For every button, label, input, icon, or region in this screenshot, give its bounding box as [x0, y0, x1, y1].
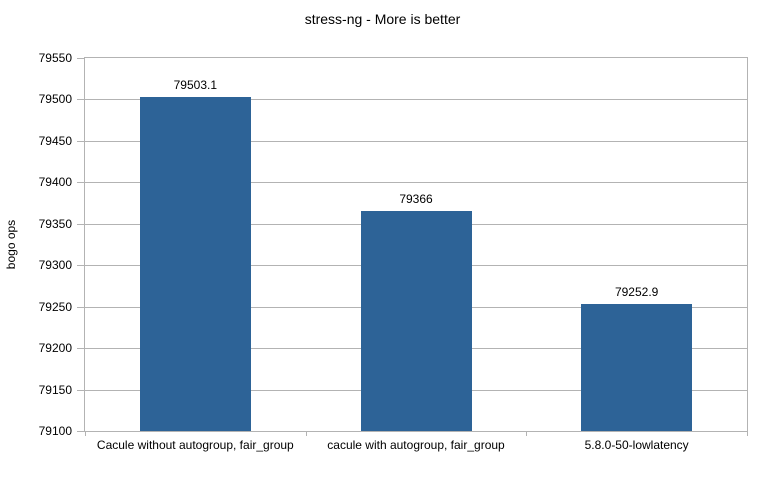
- y-tick-label: 79150: [38, 382, 72, 397]
- y-tick-label: 79100: [38, 424, 72, 438]
- category-label: Cacule without autogroup, fair_group: [96, 438, 294, 452]
- x-tick-mark: [747, 431, 748, 436]
- y-tick-label: 79500: [38, 92, 72, 107]
- y-tick-mark: [77, 265, 84, 267]
- y-tick-mark: [77, 58, 84, 59]
- y-tick-label: 79350: [38, 216, 72, 231]
- y-tick-mark: [77, 348, 84, 350]
- y-tick-label: 79450: [38, 133, 72, 148]
- bar: [360, 210, 472, 431]
- bar: [139, 96, 251, 431]
- y-tick-mark: [77, 182, 84, 184]
- y-tick-label: 79200: [38, 341, 72, 356]
- y-tick-label: 79250: [38, 299, 72, 314]
- category-label: 5.8.0-50-lowlatency: [584, 438, 689, 452]
- y-tick-mark: [77, 389, 84, 391]
- y-tick-label: 79550: [38, 51, 72, 65]
- x-tick-mark: [85, 431, 86, 436]
- bar-value-label: 79366: [399, 191, 433, 206]
- bar: [581, 304, 693, 431]
- category-label: cacule with autogroup, fair_group: [327, 438, 505, 452]
- y-tick-label: 79400: [38, 175, 72, 190]
- y-tick-mark: [77, 431, 84, 432]
- x-tick-mark: [526, 431, 528, 436]
- gridline: [85, 140, 747, 142]
- plot-area: 79503.1 79366 79252.9: [84, 57, 748, 432]
- chart-title: stress-ng - More is better: [304, 11, 461, 27]
- y-tick-mark: [77, 306, 84, 308]
- bar-value-label: 79503.1: [173, 77, 218, 92]
- gridline: [85, 99, 747, 101]
- y-tick-mark: [77, 99, 84, 101]
- gridline: [85, 182, 747, 184]
- y-axis-label: bogo ops: [4, 219, 18, 270]
- y-tick-mark: [77, 223, 84, 225]
- y-tick-label: 79300: [38, 258, 72, 273]
- x-tick-mark: [305, 431, 307, 436]
- y-tick-mark: [77, 140, 84, 142]
- bar-value-label: 79252.9: [614, 285, 659, 300]
